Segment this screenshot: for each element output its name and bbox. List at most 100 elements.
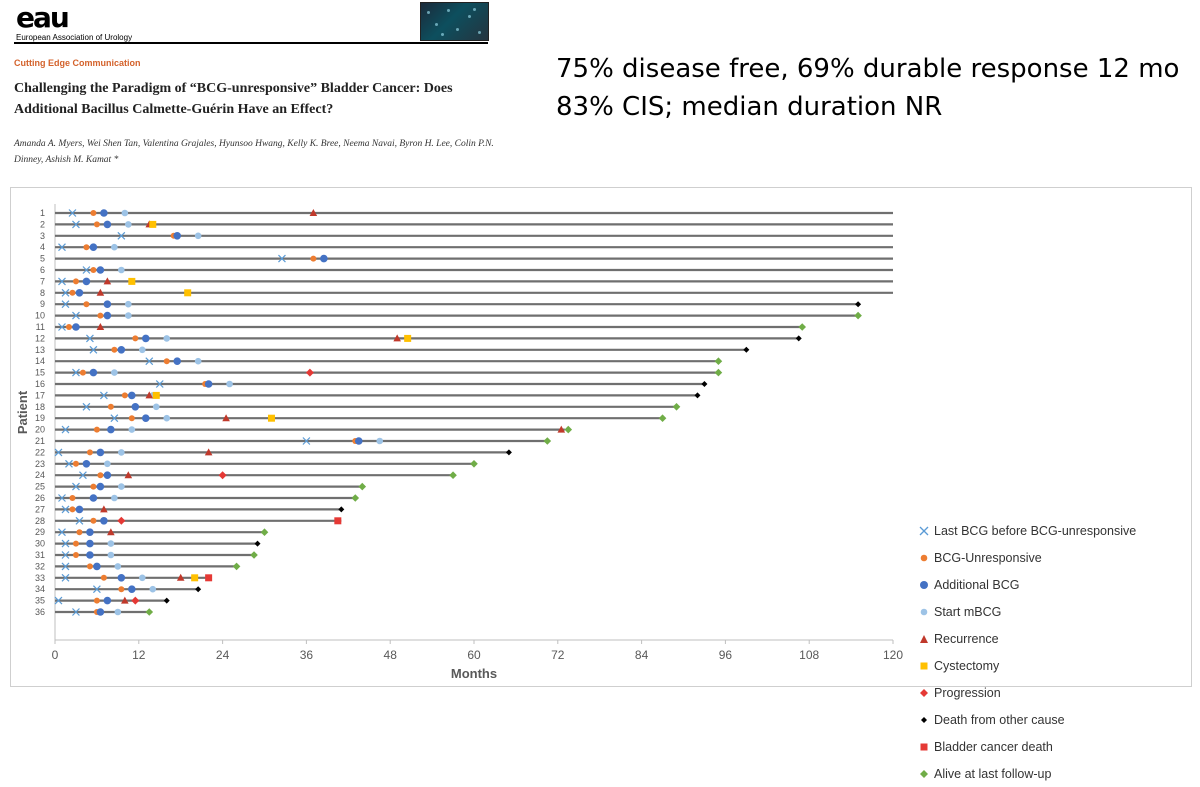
bcg-unresponsive-marker <box>93 597 100 604</box>
x-axis-title: Months <box>451 666 497 681</box>
patient-label: 21 <box>35 436 45 446</box>
alive-marker <box>358 482 367 491</box>
last-bcg-marker <box>58 323 66 331</box>
patient-label: 20 <box>35 425 45 435</box>
additional-bcg-marker <box>128 585 136 593</box>
last-bcg-marker <box>72 368 80 377</box>
legend-label: Start mBCG <box>934 604 1002 619</box>
progression-marker <box>117 516 126 525</box>
patient-label: 33 <box>35 573 45 583</box>
start-mbcg-marker <box>111 494 118 502</box>
x-tick-label: 84 <box>635 648 649 662</box>
additional-bcg-marker <box>100 209 108 217</box>
alive-marker <box>672 403 681 411</box>
bladder-cancer-death-marker <box>334 517 342 525</box>
start-mbcg-marker <box>114 608 122 616</box>
legend-marker-icon <box>920 608 928 615</box>
x-tick-label: 96 <box>719 648 733 662</box>
additional-bcg-marker <box>131 403 140 411</box>
patient-label: 2 <box>40 219 45 229</box>
bcg-unresponsive-marker <box>97 312 104 319</box>
additional-bcg-marker <box>141 414 150 422</box>
last-bcg-marker <box>58 243 66 252</box>
legend-item-bcg-unresponsive: BCG-Unresponsive <box>917 544 1136 571</box>
patient-label: 11 <box>36 322 45 332</box>
bcg-unresponsive-marker <box>72 552 79 558</box>
alive-marker <box>470 460 478 468</box>
bcg-unresponsive-marker <box>90 517 97 524</box>
y-axis-title: Patient <box>15 390 30 434</box>
additional-bcg-marker <box>75 505 84 514</box>
last-bcg-marker <box>82 266 91 274</box>
patient-label: 10 <box>35 311 45 321</box>
start-mbcg-marker <box>104 460 111 468</box>
bcg-unresponsive-marker <box>163 358 170 365</box>
cystectomy-marker <box>267 414 275 422</box>
bcg-unresponsive-marker <box>93 221 100 228</box>
bcg-unresponsive-marker <box>90 267 97 273</box>
recurrence-marker <box>107 528 115 536</box>
start-mbcg-marker <box>194 232 202 240</box>
last-bcg-marker <box>145 357 154 366</box>
swimmer-chart: 0 12 24 36 48 60 72 84 96 108 120 Months Patient 1 2 3 4… <box>10 187 1192 781</box>
additional-bcg-marker <box>89 243 98 251</box>
patient-label: 35 <box>35 596 45 606</box>
bcg-unresponsive-marker <box>93 426 100 433</box>
recurrence-marker <box>557 425 566 433</box>
additional-bcg-marker <box>103 596 112 605</box>
patient-label: 24 <box>35 470 45 480</box>
legend-item-cystectomy: Cystectomy <box>917 652 1136 679</box>
bcg-unresponsive-marker <box>90 483 97 490</box>
org-name: European Association of Urology <box>16 33 133 42</box>
recurrence-marker <box>124 471 133 479</box>
alive-marker <box>260 528 269 536</box>
patient-label: 7 <box>40 276 45 286</box>
bcg-unresponsive-marker <box>310 255 317 262</box>
start-mbcg-marker <box>118 266 125 274</box>
legend-label: Last BCG before BCG-unresponsive <box>934 523 1137 538</box>
bcg-unresponsive-marker <box>72 460 79 467</box>
additional-bcg-marker <box>141 334 150 343</box>
start-mbcg-marker <box>118 483 125 490</box>
last-bcg-marker <box>75 516 84 525</box>
recurrence-marker <box>204 448 213 456</box>
header-divider <box>14 42 488 44</box>
recurrence-marker <box>145 391 154 399</box>
additional-bcg-marker <box>128 391 136 400</box>
x-tick-label: 72 <box>551 648 565 662</box>
recurrence-marker <box>222 414 230 422</box>
death-other-marker <box>195 586 202 593</box>
start-mbcg-marker <box>107 540 115 547</box>
last-bcg-marker <box>61 573 70 582</box>
bcg-unresponsive-marker <box>69 506 76 513</box>
progression-marker <box>131 596 140 605</box>
additional-bcg-marker <box>103 471 112 480</box>
bladder-cancer-death-marker <box>205 574 213 582</box>
legend-label: BCG-Unresponsive <box>934 550 1042 565</box>
patient-label: 26 <box>35 493 45 503</box>
legend-item-recurrence: Recurrence <box>917 625 1136 652</box>
additional-bcg-marker <box>103 311 112 320</box>
additional-bcg-marker <box>103 300 112 308</box>
additional-bcg-marker <box>96 448 105 457</box>
patient-label: 19 <box>35 413 45 423</box>
additional-bcg-marker <box>100 517 108 525</box>
bcg-unresponsive-marker <box>83 244 90 251</box>
legend-marker-icon <box>920 554 928 561</box>
last-bcg-marker <box>61 300 70 309</box>
additional-bcg-marker <box>96 266 105 274</box>
legend-marker-icon <box>920 688 928 697</box>
additional-bcg-marker <box>89 494 98 502</box>
last-bcg-marker <box>68 209 77 217</box>
additional-bcg-marker <box>82 460 91 468</box>
bcg-unresponsive-marker <box>128 415 135 422</box>
patient-label: 9 <box>40 299 45 309</box>
additional-bcg-marker <box>72 323 80 331</box>
last-bcg-marker <box>58 494 66 502</box>
last-bcg-marker <box>61 505 70 514</box>
eau-logo-mark: eau <box>16 1 70 34</box>
start-mbcg-marker <box>107 551 115 559</box>
start-mbcg-marker <box>376 437 384 445</box>
bcg-unresponsive-marker <box>97 472 104 479</box>
alive-marker <box>854 311 862 320</box>
